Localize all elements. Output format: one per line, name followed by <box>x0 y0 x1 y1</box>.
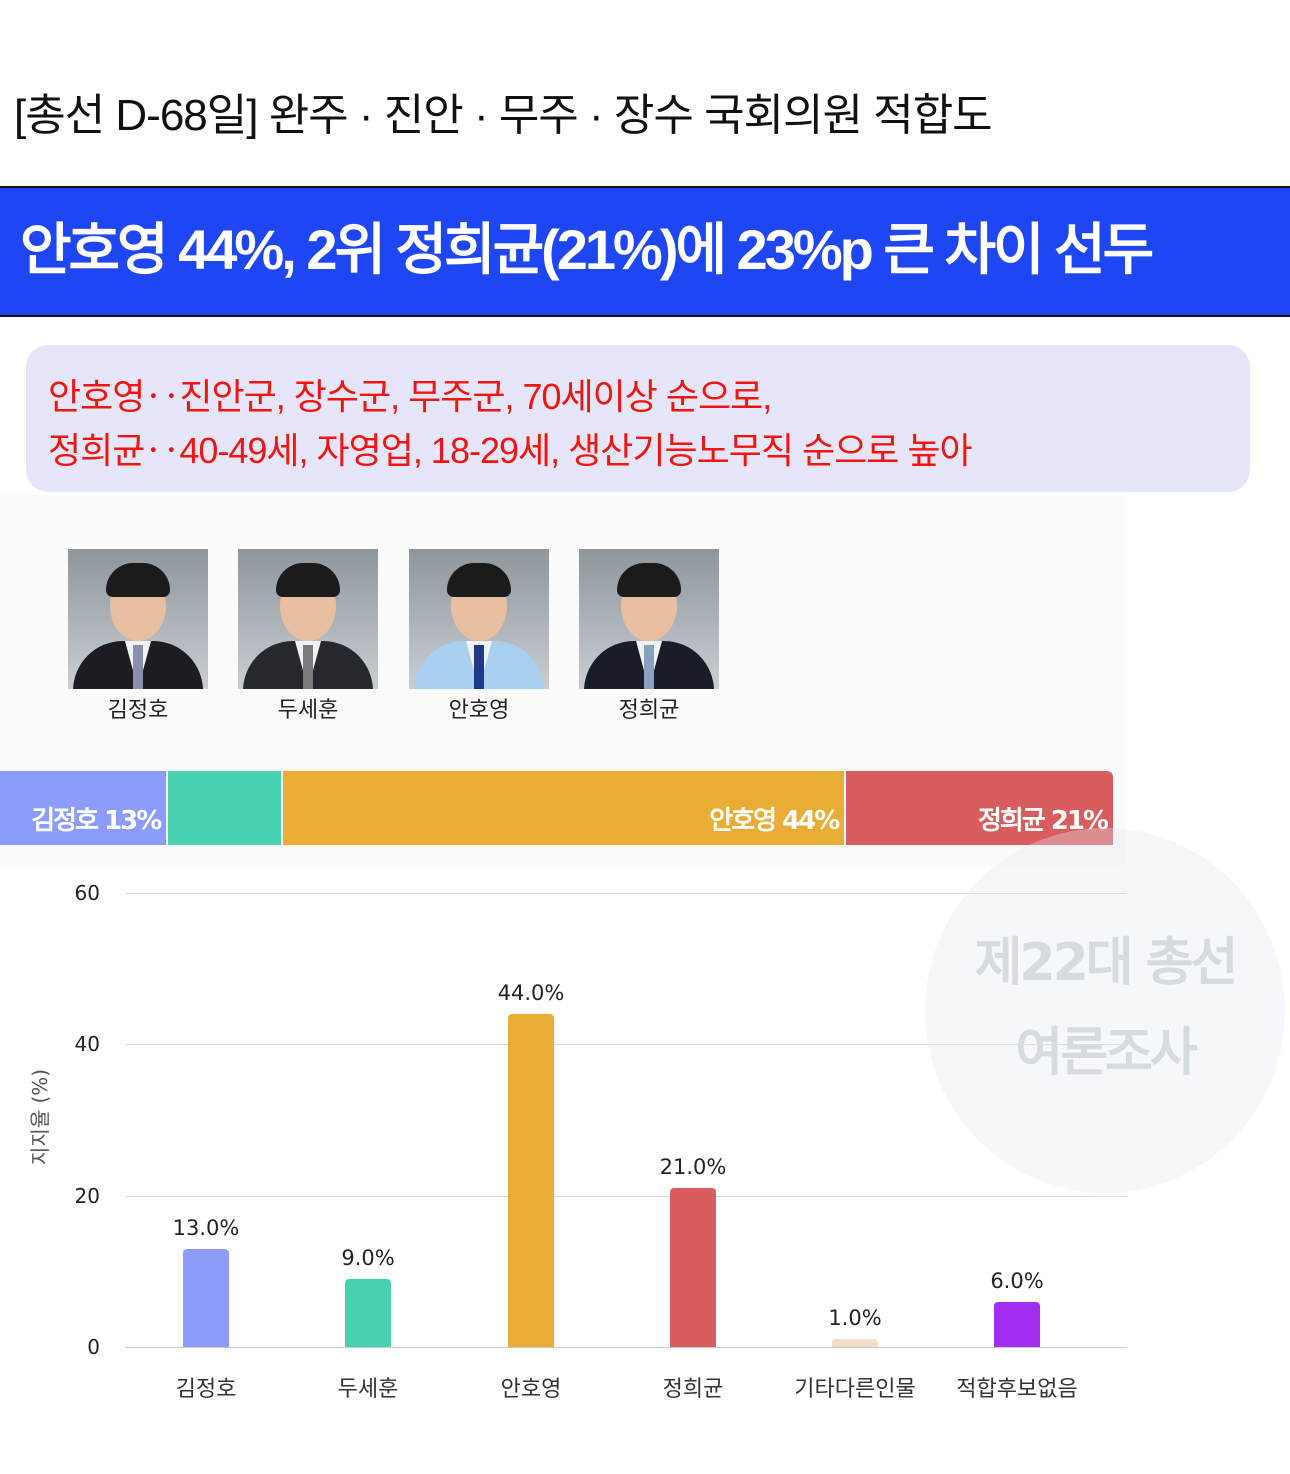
y-tick-label: 60 <box>74 881 100 905</box>
subtitle-line-2: 정희균‥40-49세, 자영업, 18-29세, 생산기능노무직 순으로 높아 <box>48 430 973 471</box>
x-tick-label: 적합후보없음 <box>956 1377 1078 1402</box>
watermark-line-2: 여론조사 <box>1015 1023 1197 1083</box>
bar <box>994 1301 1040 1347</box>
stacked-segment-label: 안호영 44% <box>709 806 840 836</box>
bar <box>670 1188 716 1347</box>
hair-shape <box>276 563 340 597</box>
tie-shape <box>474 645 484 689</box>
data-label: 13.0% <box>172 1215 240 1240</box>
x-tick-label: 정희균 <box>662 1377 724 1402</box>
headline: 안호영 44%, 2위 정희균(21%)에 23%p 큰 차이 선두 <box>20 218 1154 281</box>
stacked-segment: 안호영 44% <box>283 771 845 845</box>
tie-shape <box>133 645 143 689</box>
data-label: 6.0% <box>990 1268 1044 1293</box>
candidate-photo <box>68 549 208 689</box>
tie-shape <box>303 645 313 689</box>
headline-banner <box>0 186 1290 317</box>
candidate-photo <box>579 549 719 689</box>
data-label: 44.0% <box>497 981 565 1006</box>
subtitle-box <box>26 345 1250 492</box>
y-tick-label: 0 <box>87 1335 100 1359</box>
page-title: [총선 D-68일] 완주 · 진안 · 무주 · 장수 국회의원 적합도 <box>14 91 993 140</box>
hair-shape <box>106 563 170 597</box>
x-tick-label: 기타다른인물 <box>794 1377 916 1402</box>
y-tick-label: 40 <box>74 1032 100 1057</box>
gridline <box>125 1347 1127 1348</box>
bar <box>832 1339 878 1347</box>
candidate-photo <box>238 549 378 689</box>
y-tick-label: 20 <box>74 1183 100 1208</box>
x-tick-label: 안호영 <box>500 1377 562 1402</box>
stacked-segment <box>168 771 282 845</box>
candidate-name: 정희균 <box>618 698 680 723</box>
watermark-line-1: 제22대 총선 <box>974 933 1239 993</box>
watermark-circle <box>925 828 1285 1193</box>
x-tick-label: 김정호 <box>175 1377 237 1402</box>
candidate-name: 김정호 <box>107 698 169 723</box>
x-tick-label: 두세훈 <box>337 1377 399 1402</box>
stacked-segment-label: 정희균 21% <box>977 806 1109 836</box>
data-label: 21.0% <box>659 1155 727 1180</box>
bar <box>508 1014 554 1347</box>
tie-shape <box>644 645 654 689</box>
candidate-name: 안호영 <box>448 698 510 723</box>
stacked-segment: 김정호 13% <box>0 771 167 845</box>
hair-shape <box>447 563 511 597</box>
bar <box>345 1278 391 1347</box>
stacked-segment: 정희균 21% <box>846 771 1113 845</box>
subtitle-line-1: 안호영‥진안군, 장수군, 무주군, 70세이상 순으로, <box>48 376 772 417</box>
stacked-segment-label: 김정호 13% <box>31 806 162 836</box>
data-label: 9.0% <box>341 1245 395 1270</box>
gridline <box>125 1195 1127 1197</box>
bar <box>183 1248 229 1347</box>
gridline <box>125 893 1127 894</box>
gridline <box>125 1044 1127 1046</box>
candidate-name: 두세훈 <box>277 698 339 723</box>
candidate-photo <box>409 549 549 689</box>
hair-shape <box>617 563 681 597</box>
data-label: 1.0% <box>828 1306 882 1331</box>
y-axis-label: 지지율 (%) <box>28 1068 53 1166</box>
